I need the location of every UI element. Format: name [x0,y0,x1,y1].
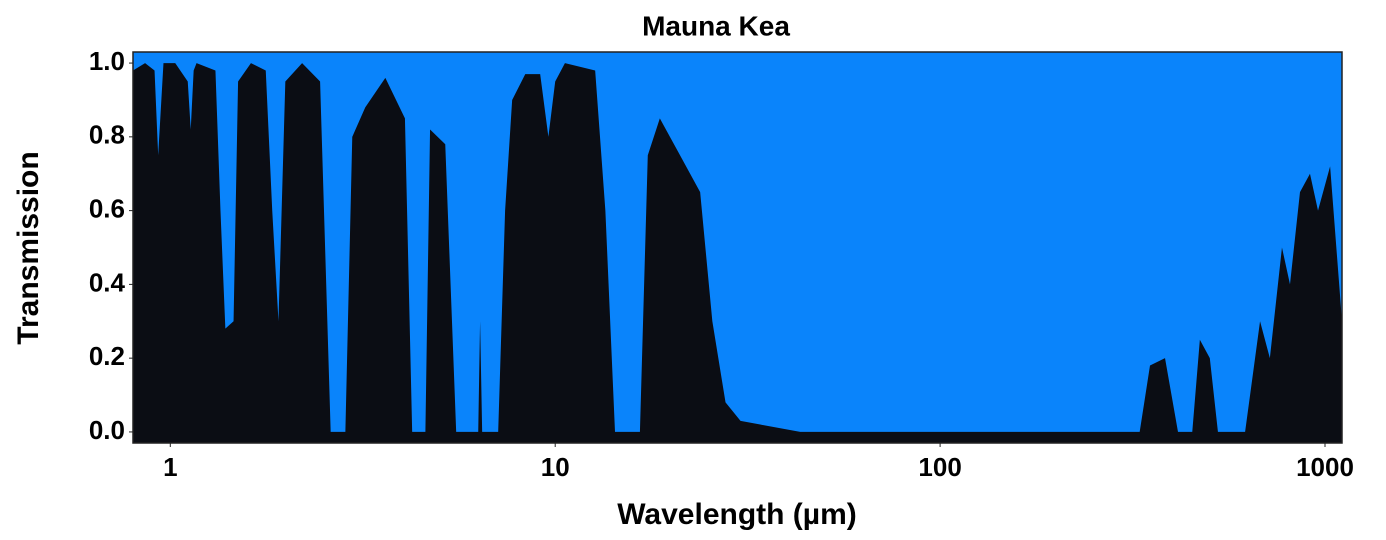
y-tick-label: 0.6 [89,193,125,223]
x-tick-label: 1 [163,452,177,482]
x-tick-label: 10 [541,452,570,482]
x-tick-label: 1000 [1296,452,1354,482]
y-tick-label: 1.0 [89,46,125,76]
y-tick-label: 0.8 [89,120,125,150]
y-tick-label: 0.2 [89,341,125,371]
y-tick-label: 0.0 [89,415,125,445]
chart: Mauna Kea Wavelength (µm) Transmission 0… [0,0,1386,540]
page: Mauna Kea Wavelength (µm) Transmission 0… [0,0,1386,540]
y-axis-label: Transmission [12,151,45,344]
chart-title: Mauna Kea [642,10,790,41]
x-axis-label: Wavelength (µm) [617,498,857,531]
x-tick-label: 100 [918,452,961,482]
y-tick-label: 0.4 [89,267,126,297]
